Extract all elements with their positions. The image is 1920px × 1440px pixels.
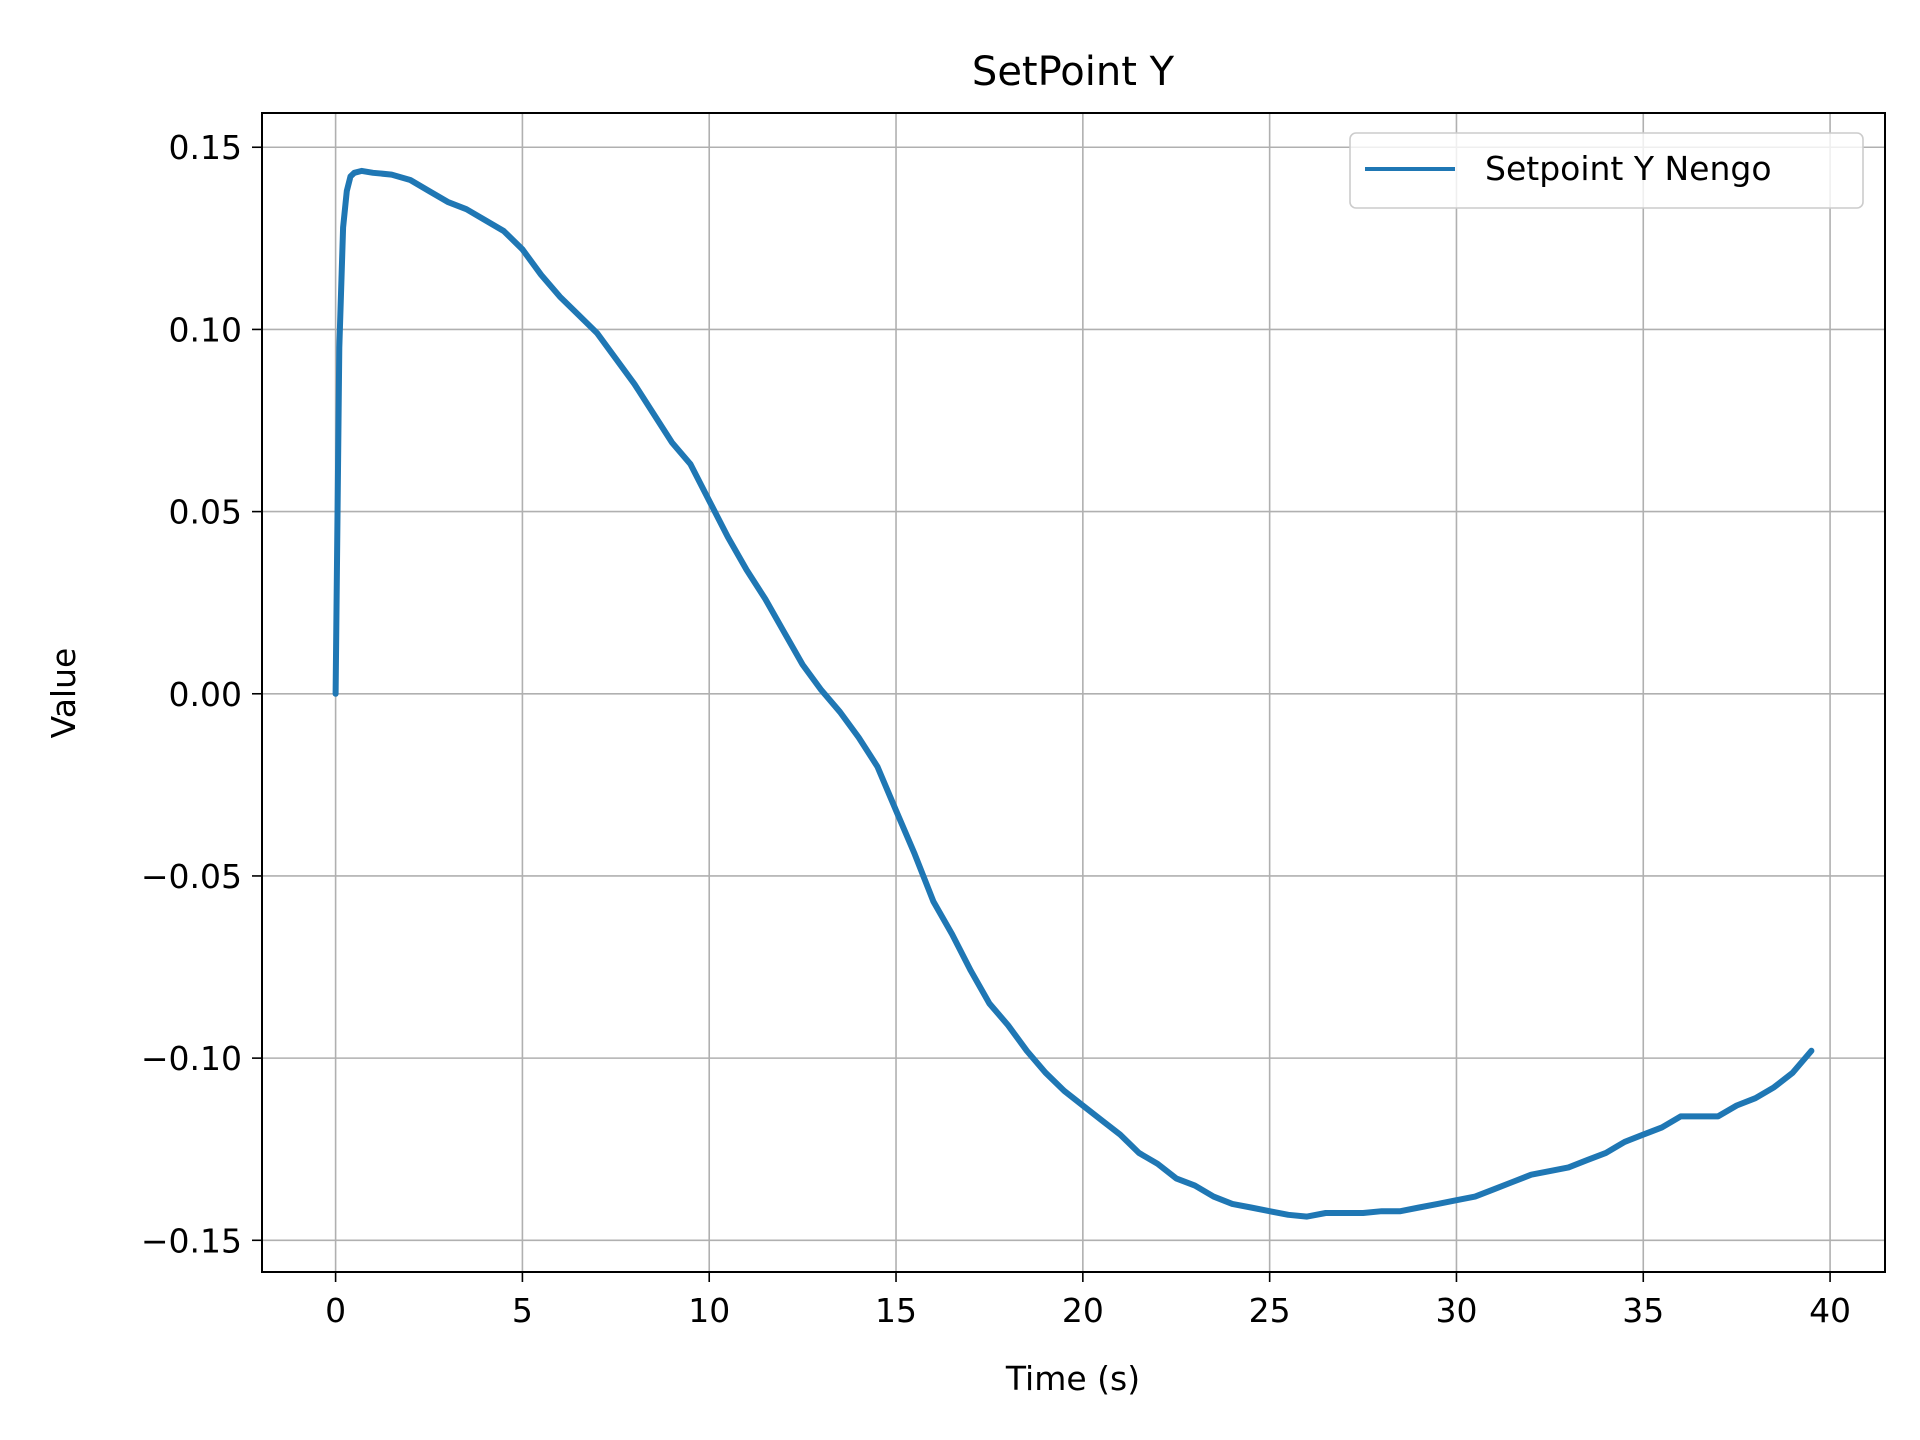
legend: Setpoint Y Nengo <box>1349 132 1864 209</box>
legend-label: Setpoint Y Nengo <box>1485 149 1772 188</box>
x-tick-label: 5 <box>512 1291 533 1330</box>
y-tick-label: −0.05 <box>141 857 242 896</box>
x-tick-label: 0 <box>325 1291 346 1330</box>
y-tick-label: −0.15 <box>141 1221 242 1260</box>
y-tick-label: 0.10 <box>169 310 242 349</box>
chart-title: SetPoint Y <box>972 49 1175 95</box>
x-tick-label: 35 <box>1622 1291 1664 1330</box>
gridlines <box>262 113 1885 1272</box>
y-tick-label: −0.10 <box>141 1039 242 1078</box>
series-group <box>332 167 1815 1220</box>
x-tick-label: 15 <box>875 1291 917 1330</box>
series-line <box>332 167 1815 1220</box>
x-axis-ticks: 0 5 10 15 20 25 30 35 40 <box>325 1272 1851 1330</box>
x-tick-label: 10 <box>688 1291 730 1330</box>
y-tick-label: 0.15 <box>169 128 242 167</box>
plot-frame <box>261 112 1886 1273</box>
y-axis-ticks: 0.15 0.10 0.05 0.00 −0.05 −0.10 −0.15 <box>141 128 262 1260</box>
x-axis-label: Time (s) <box>1005 1359 1140 1398</box>
x-tick-label: 30 <box>1435 1291 1477 1330</box>
y-axis-label: Value <box>44 648 83 739</box>
y-tick-label: 0.00 <box>169 675 242 714</box>
x-tick-label: 25 <box>1249 1291 1291 1330</box>
y-tick-label: 0.05 <box>169 493 242 532</box>
x-tick-label: 20 <box>1062 1291 1104 1330</box>
legend-box <box>1349 132 1864 209</box>
x-tick-label: 40 <box>1809 1291 1851 1330</box>
